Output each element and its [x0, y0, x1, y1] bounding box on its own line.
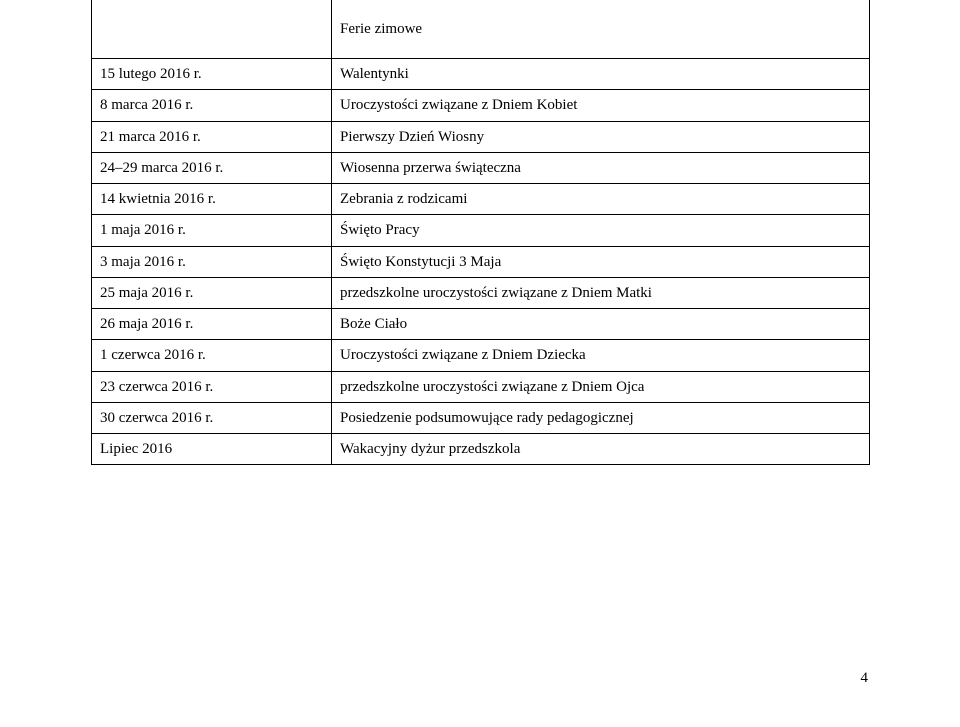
event-cell: Walentynki	[332, 59, 870, 90]
table-row: 1 czerwca 2016 r. Uroczystości związane …	[92, 340, 870, 371]
event-cell: przedszkolne uroczystości związane z Dni…	[332, 277, 870, 308]
date-text: 1 czerwca 2016 r.	[100, 347, 206, 363]
date-cell: 1 czerwca 2016 r.	[92, 340, 332, 371]
date-text: 15 lutego 2016 r.	[100, 66, 202, 82]
event-cell: Wakacyjny dyżur przedszkola	[332, 434, 870, 465]
date-text: 26 maja 2016 r.	[100, 316, 193, 332]
event-cell: Uroczystości związane z Dniem Dziecka	[332, 340, 870, 371]
date-text: 24–29 marca 2016 r.	[100, 160, 223, 176]
date-cell: 23 czerwca 2016 r.	[92, 371, 332, 402]
page-number-text: 4	[861, 670, 869, 686]
event-text: Uroczystości związane z Dniem Kobiet	[340, 97, 577, 113]
date-text: 25 maja 2016 r.	[100, 285, 193, 301]
event-text: Święto Pracy	[340, 222, 420, 238]
date-cell: 30 czerwca 2016 r.	[92, 402, 332, 433]
event-text: Wakacyjny dyżur przedszkola	[340, 441, 520, 457]
header-right-text: Ferie zimowe	[340, 21, 422, 37]
event-cell: Święto Konstytucji 3 Maja	[332, 246, 870, 277]
event-text: Walentynki	[340, 66, 409, 82]
date-text: Lipiec 2016	[100, 441, 172, 457]
table-row: 24–29 marca 2016 r. Wiosenna przerwa świ…	[92, 152, 870, 183]
table-row: 30 czerwca 2016 r. Posiedzenie podsumowu…	[92, 402, 870, 433]
table-row: 8 marca 2016 r. Uroczystości związane z …	[92, 90, 870, 121]
schedule-table: Ferie zimowe 15 lutego 2016 r. Walentynk…	[91, 0, 870, 465]
event-text: Święto Konstytucji 3 Maja	[340, 254, 501, 270]
date-text: 1 maja 2016 r.	[100, 222, 186, 238]
event-text: Zebrania z rodzicami	[340, 191, 467, 207]
date-cell: 14 kwietnia 2016 r.	[92, 184, 332, 215]
date-cell: 8 marca 2016 r.	[92, 90, 332, 121]
page: Ferie zimowe 15 lutego 2016 r. Walentynk…	[0, 0, 960, 727]
event-text: Wiosenna przerwa świąteczna	[340, 160, 521, 176]
event-cell: Zebrania z rodzicami	[332, 184, 870, 215]
event-cell: Święto Pracy	[332, 215, 870, 246]
date-cell: 24–29 marca 2016 r.	[92, 152, 332, 183]
event-text: Posiedzenie podsumowujące rady pedagogic…	[340, 410, 634, 426]
table-row: 26 maja 2016 r. Boże Ciało	[92, 309, 870, 340]
event-cell: Uroczystości związane z Dniem Kobiet	[332, 90, 870, 121]
event-text: przedszkolne uroczystości związane z Dni…	[340, 285, 652, 301]
table-row: 21 marca 2016 r. Pierwszy Dzień Wiosny	[92, 121, 870, 152]
event-cell: Wiosenna przerwa świąteczna	[332, 152, 870, 183]
table-row: 3 maja 2016 r. Święto Konstytucji 3 Maja	[92, 246, 870, 277]
event-cell: Pierwszy Dzień Wiosny	[332, 121, 870, 152]
date-text: 3 maja 2016 r.	[100, 254, 186, 270]
date-cell: 26 maja 2016 r.	[92, 309, 332, 340]
event-text: Boże Ciało	[340, 316, 407, 332]
event-text: Pierwszy Dzień Wiosny	[340, 129, 484, 145]
table-row: 25 maja 2016 r. przedszkolne uroczystośc…	[92, 277, 870, 308]
event-cell: Posiedzenie podsumowujące rady pedagogic…	[332, 402, 870, 433]
page-number: 4	[861, 670, 869, 687]
date-text: 30 czerwca 2016 r.	[100, 410, 213, 426]
header-left-cell	[92, 0, 332, 59]
date-cell: 25 maja 2016 r.	[92, 277, 332, 308]
table-row: 1 maja 2016 r. Święto Pracy	[92, 215, 870, 246]
table-row: 23 czerwca 2016 r. przedszkolne uroczyst…	[92, 371, 870, 402]
event-cell: przedszkolne uroczystości związane z Dni…	[332, 371, 870, 402]
table-row: 15 lutego 2016 r. Walentynki	[92, 59, 870, 90]
event-text: Uroczystości związane z Dniem Dziecka	[340, 347, 586, 363]
table-row: Lipiec 2016 Wakacyjny dyżur przedszkola	[92, 434, 870, 465]
date-text: 8 marca 2016 r.	[100, 97, 193, 113]
event-text: przedszkolne uroczystości związane z Dni…	[340, 379, 644, 395]
date-text: 23 czerwca 2016 r.	[100, 379, 213, 395]
date-cell: 1 maja 2016 r.	[92, 215, 332, 246]
table-row-header: Ferie zimowe	[92, 0, 870, 59]
date-text: 14 kwietnia 2016 r.	[100, 191, 216, 207]
table-row: 14 kwietnia 2016 r. Zebrania z rodzicami	[92, 184, 870, 215]
event-cell: Boże Ciało	[332, 309, 870, 340]
date-cell: 21 marca 2016 r.	[92, 121, 332, 152]
date-cell: 3 maja 2016 r.	[92, 246, 332, 277]
header-right-cell: Ferie zimowe	[332, 0, 870, 59]
date-cell: 15 lutego 2016 r.	[92, 59, 332, 90]
date-text: 21 marca 2016 r.	[100, 129, 201, 145]
date-cell: Lipiec 2016	[92, 434, 332, 465]
